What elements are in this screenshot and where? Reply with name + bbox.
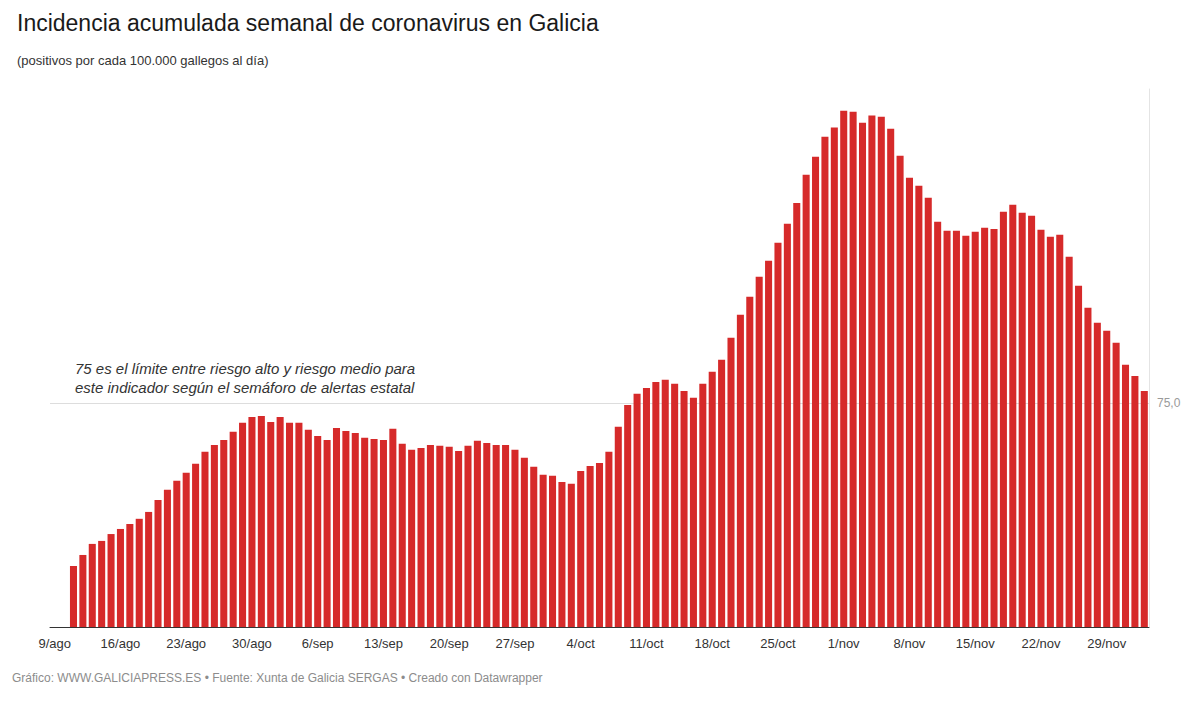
svg-text:Gráfico: WWW.GALICIAPRESS.ES •: Gráfico: WWW.GALICIAPRESS.ES • Fuente: X… xyxy=(12,671,543,685)
svg-text:Incidencia acumulada semanal d: Incidencia acumulada semanal de coronavi… xyxy=(17,10,599,36)
svg-text:75 es el límite entre riesgo a: 75 es el límite entre riesgo alto y ries… xyxy=(75,360,415,377)
svg-text:(positivos por cada 100.000 ga: (positivos por cada 100.000 gallegos al … xyxy=(17,53,269,68)
svg-text:8/nov: 8/nov xyxy=(894,636,926,651)
svg-text:4/oct: 4/oct xyxy=(567,636,596,651)
svg-text:11/oct: 11/oct xyxy=(629,636,664,651)
svg-text:29/nov: 29/nov xyxy=(1087,636,1127,651)
svg-text:30/ago: 30/ago xyxy=(232,636,272,651)
svg-text:18/oct: 18/oct xyxy=(695,636,731,651)
svg-text:15/nov: 15/nov xyxy=(956,636,996,651)
svg-text:22/nov: 22/nov xyxy=(1021,636,1061,651)
svg-text:75,0: 75,0 xyxy=(1157,396,1181,410)
svg-text:16/ago: 16/ago xyxy=(101,636,141,651)
svg-text:13/sep: 13/sep xyxy=(364,636,403,651)
svg-text:25/oct: 25/oct xyxy=(760,636,796,651)
svg-text:6/sep: 6/sep xyxy=(302,636,334,651)
svg-text:23/ago: 23/ago xyxy=(166,636,206,651)
svg-text:este indicador según el semáfo: este indicador según el semáforo de aler… xyxy=(75,379,415,396)
svg-text:27/sep: 27/sep xyxy=(495,636,534,651)
svg-text:20/sep: 20/sep xyxy=(430,636,469,651)
svg-text:9/ago: 9/ago xyxy=(38,636,71,651)
svg-text:1/nov: 1/nov xyxy=(828,636,860,651)
